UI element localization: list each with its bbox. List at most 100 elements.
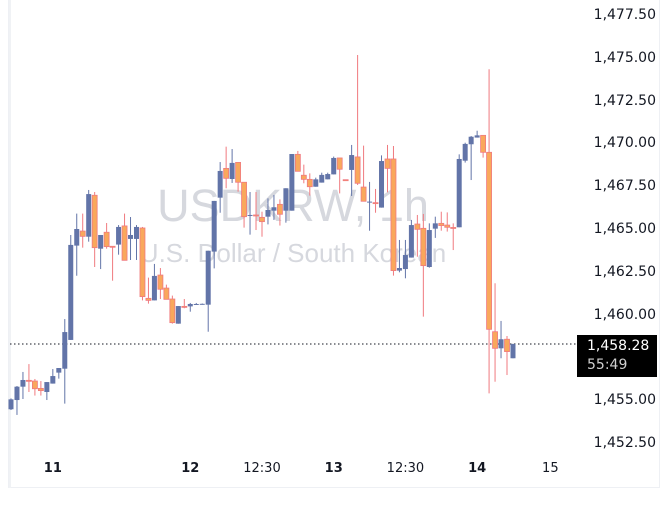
candle bbox=[306, 173, 313, 196]
price-tick-label: 1,455.00 bbox=[593, 392, 656, 409]
candle-body bbox=[20, 379, 26, 387]
time-axis-clip bbox=[560, 455, 580, 485]
candle-body bbox=[199, 303, 205, 305]
candle bbox=[360, 145, 367, 202]
candle-body bbox=[384, 158, 391, 169]
candle bbox=[8, 398, 14, 410]
candle-body bbox=[426, 230, 432, 268]
price-tick-label: 1,460.00 bbox=[593, 306, 656, 323]
candle-body bbox=[253, 214, 259, 217]
candle-body bbox=[319, 174, 325, 183]
candle bbox=[408, 219, 414, 258]
price-tick-label: 1,477.50 bbox=[593, 7, 656, 23]
candle bbox=[199, 303, 205, 305]
candle-body bbox=[354, 156, 361, 184]
candle bbox=[223, 146, 230, 189]
candle-body bbox=[109, 245, 116, 248]
price-tick-label: 1,462.50 bbox=[593, 263, 656, 280]
candle bbox=[402, 239, 408, 279]
candle bbox=[187, 302, 193, 312]
candle bbox=[181, 299, 188, 309]
candle bbox=[486, 69, 492, 394]
candle bbox=[294, 150, 301, 172]
candle-body bbox=[133, 226, 139, 239]
candle-body bbox=[103, 231, 110, 248]
candle bbox=[229, 149, 235, 183]
candle bbox=[193, 302, 199, 305]
candle bbox=[480, 134, 487, 158]
candle-body bbox=[235, 162, 241, 183]
candle-body bbox=[181, 305, 188, 308]
candle-body bbox=[86, 194, 92, 237]
candle-body bbox=[414, 223, 421, 230]
candle bbox=[169, 295, 176, 324]
candle bbox=[116, 225, 122, 255]
candle-body bbox=[74, 229, 80, 246]
candle bbox=[128, 217, 134, 260]
candle bbox=[74, 213, 80, 276]
candle bbox=[56, 368, 62, 379]
candle bbox=[44, 382, 50, 401]
candle bbox=[331, 156, 337, 175]
price-tick-label: 1,452.50 bbox=[593, 435, 656, 451]
candle bbox=[492, 283, 498, 382]
candle bbox=[319, 172, 325, 183]
candle-body bbox=[14, 386, 20, 401]
candle-body bbox=[379, 161, 385, 208]
candle bbox=[432, 216, 438, 238]
candle bbox=[157, 268, 164, 300]
price-tick-label: 1,472.50 bbox=[593, 92, 656, 109]
chart-container bbox=[8, 0, 660, 488]
candle bbox=[390, 145, 397, 276]
candle bbox=[98, 234, 104, 270]
candle bbox=[300, 164, 307, 184]
candle bbox=[277, 199, 283, 226]
last-price-label: 1,458.28 55:49 bbox=[577, 335, 657, 377]
candle bbox=[414, 214, 421, 257]
candle-body bbox=[486, 151, 492, 330]
candle bbox=[211, 200, 217, 269]
candle bbox=[336, 157, 343, 194]
candle bbox=[450, 223, 457, 251]
candle-body bbox=[98, 234, 104, 249]
candle bbox=[456, 154, 462, 228]
candle-body bbox=[294, 153, 301, 172]
candle-body bbox=[223, 167, 230, 179]
candle bbox=[504, 336, 510, 376]
candle-body bbox=[462, 143, 468, 161]
candle-body bbox=[492, 331, 498, 349]
candle-body bbox=[498, 339, 504, 349]
candle-body bbox=[438, 222, 445, 226]
candle-body bbox=[390, 158, 397, 272]
candle-body bbox=[44, 382, 50, 392]
price-tick-label: 1,470.00 bbox=[593, 135, 656, 152]
price-tick-label: 1,465.00 bbox=[593, 221, 656, 237]
candle-body bbox=[408, 225, 414, 258]
candle-body bbox=[259, 216, 265, 223]
candle-body bbox=[128, 234, 134, 239]
candle-body bbox=[306, 178, 313, 188]
candle-body bbox=[360, 186, 367, 202]
candle-body bbox=[169, 298, 176, 324]
candle bbox=[253, 192, 259, 231]
candle bbox=[342, 179, 349, 182]
candle-body bbox=[420, 227, 427, 267]
candle-body bbox=[157, 274, 164, 290]
bar-countdown: 55:49 bbox=[587, 357, 628, 373]
candle bbox=[79, 213, 86, 248]
candle bbox=[510, 343, 516, 359]
candle-body bbox=[277, 203, 283, 215]
candle-body bbox=[474, 135, 480, 138]
candle-body bbox=[510, 344, 516, 359]
candle-body bbox=[342, 179, 349, 182]
time-tick-label: 13 bbox=[324, 461, 343, 476]
candle-body bbox=[79, 230, 86, 237]
candle bbox=[109, 245, 116, 281]
candle bbox=[121, 213, 128, 261]
candle bbox=[151, 263, 157, 301]
candle-body bbox=[271, 207, 277, 211]
candle bbox=[384, 144, 391, 193]
candle bbox=[313, 177, 319, 187]
candle-body bbox=[211, 200, 217, 252]
